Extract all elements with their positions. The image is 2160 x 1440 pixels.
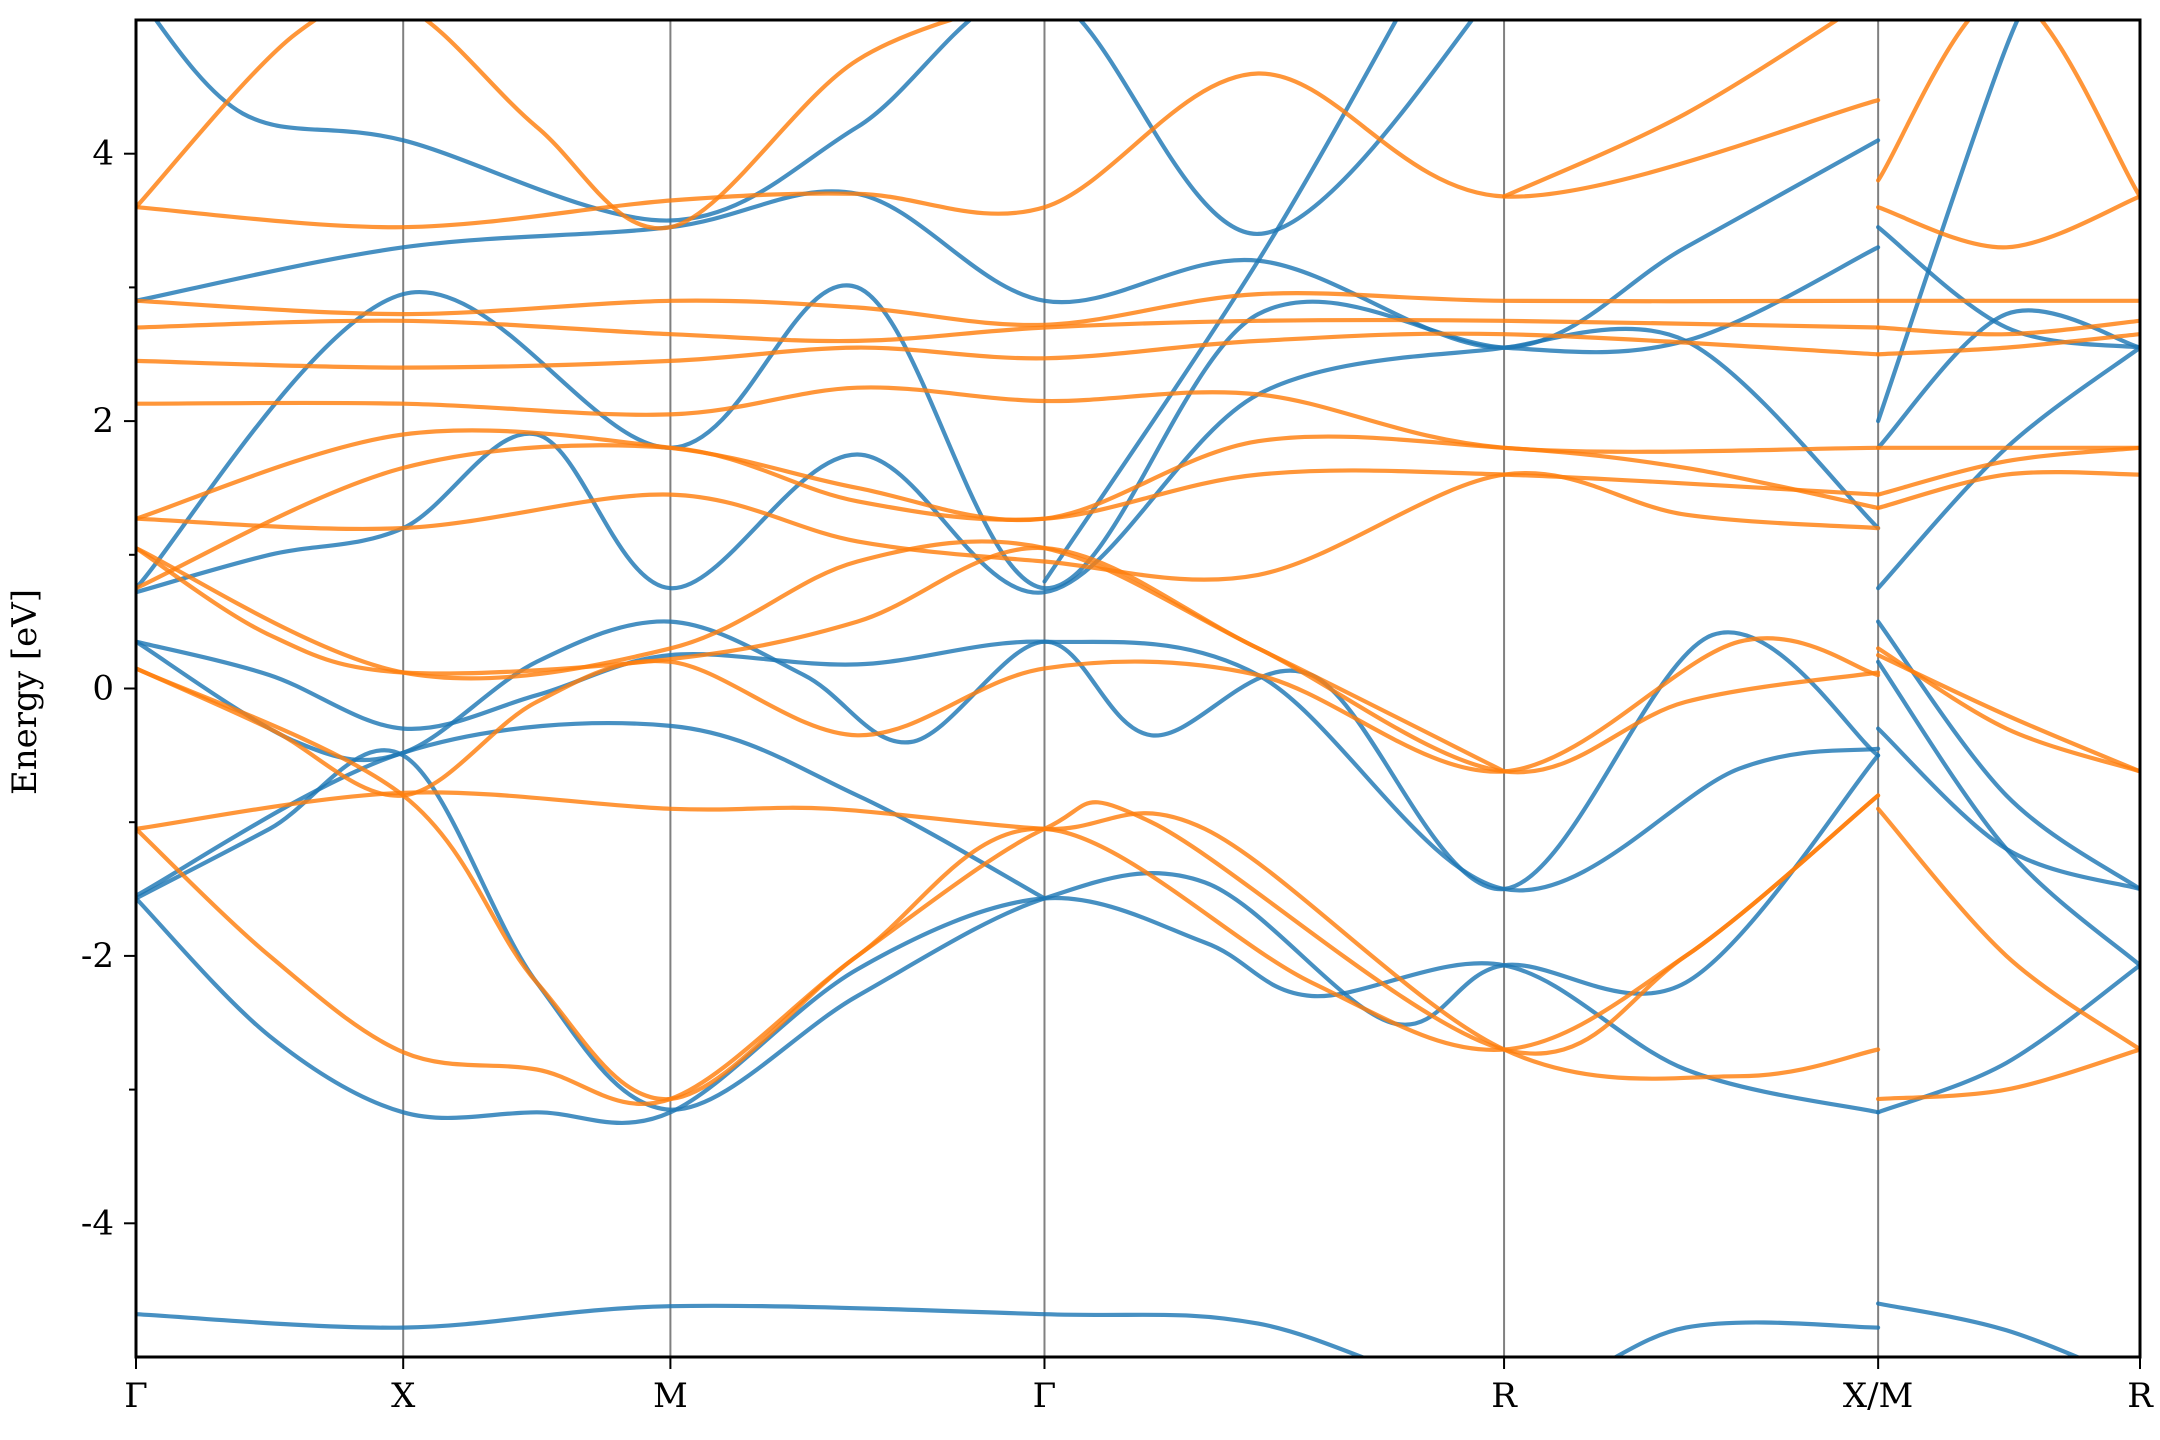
band-line [136,619,1881,892]
band-line [1876,308,2140,450]
band-line [136,443,1881,591]
band-line [1042,20,1399,584]
x-tick-label: R [2127,1376,2154,1416]
band-line [1876,963,2140,1115]
band-line [1876,1047,2140,1102]
band-line [1876,806,2140,1052]
band-line [136,317,1881,344]
plot-area [136,20,2140,1357]
band-line [136,291,1881,328]
band-line [1876,659,2140,968]
band-line [136,428,1881,523]
band-line [1876,332,2140,357]
band-line [136,748,1881,1112]
band-line [136,636,1881,798]
band-series-2 [136,20,2140,1106]
band-line [1876,20,2020,424]
band-line [1876,653,2140,774]
band-line [136,666,1881,1102]
band-line [136,895,1881,1125]
band-line [1876,318,2140,337]
band-line [1876,470,2140,511]
bands-group [136,20,2140,1357]
y-tick-label: 4 [92,134,114,174]
x-tick-label: Γ [124,1376,148,1416]
band-line [1876,1301,2083,1357]
plot-frame [134,18,2142,1359]
x-tick-label: Γ [1033,1376,1057,1416]
y-tick-label: 0 [92,669,114,709]
x-tick-label: R [1491,1376,1518,1416]
y-tick-label: -2 [81,936,114,976]
x-tick-label: X/M [1843,1376,1913,1416]
band-line [136,138,1881,350]
band-line [1876,619,2140,892]
band-line [153,20,1475,237]
y-axis-label: Energy [eV] [5,589,45,795]
band-series-1 [136,20,2140,1357]
band-line [1502,20,1841,199]
band-line [136,539,1507,774]
band-line [136,345,1507,595]
band-line [136,471,1881,582]
y-tick-label: -4 [81,1203,114,1243]
axes-layer: -4 -2 0 2 4 Γ X M Γ R X/M R [81,18,2154,1416]
y-tick-label: 2 [92,401,114,441]
x-tick-label: X [391,1376,416,1416]
band-line [1876,194,2140,250]
band-line [136,385,1881,454]
band-line [1876,225,2140,350]
band-line [1876,445,2140,497]
band-line [136,721,1047,901]
band-line [136,331,1881,370]
band-line [1876,20,2140,199]
band-line [136,20,958,231]
band-line [136,639,1881,893]
band-line [1502,326,1881,531]
band-line [136,245,1881,591]
x-tick-label: M [653,1376,688,1416]
band-line [136,793,1881,1106]
band-line [136,71,1881,230]
band-line [136,1303,1881,1357]
band-line [1876,345,2140,591]
